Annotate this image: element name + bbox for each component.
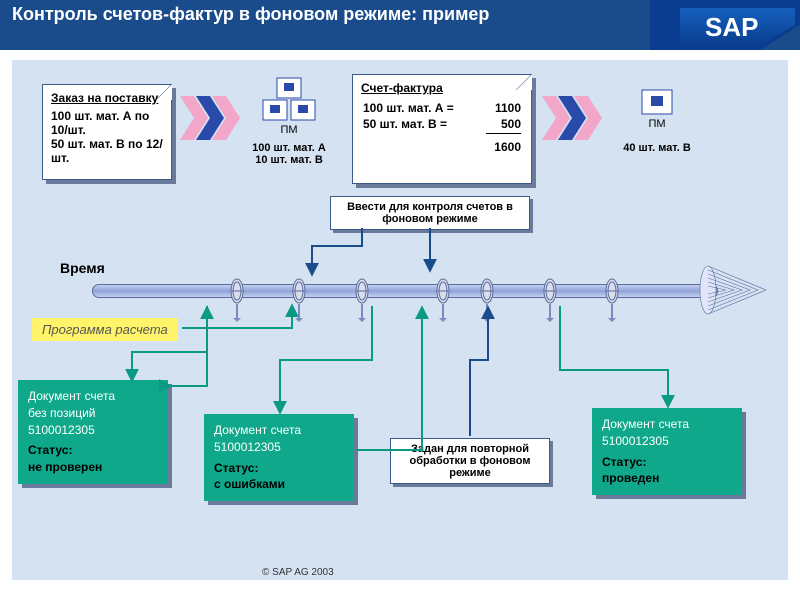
chevron-arrows-icon bbox=[180, 96, 240, 140]
status-line: Документ счета bbox=[28, 388, 158, 405]
timeline-tick-icon bbox=[236, 304, 238, 320]
inv-total: 1600 bbox=[486, 133, 521, 154]
timeline-marker-icon bbox=[355, 278, 369, 304]
status-box-posted: Документ счета 5100012305 Статус:проведе… bbox=[592, 408, 742, 495]
invoice-title: Счет-фактура bbox=[361, 81, 523, 95]
status-line: Документ счета bbox=[214, 422, 344, 439]
goods-receipt-2: ПМ 40 шт. мат. B bbox=[612, 88, 702, 154]
slide-title: Контроль счетов-фактур в фоновом режиме:… bbox=[12, 4, 489, 24]
goods-receipt-1: ПМ 100 шт. мат. А 10 шт. мат. B bbox=[244, 76, 334, 166]
pm-line: 100 шт. мат. А bbox=[244, 142, 334, 154]
status-box-unverified: Документ счета без позиций 5100012305 Ст… bbox=[18, 380, 168, 484]
pm-label: ПМ bbox=[612, 118, 702, 130]
timeline-axis bbox=[92, 284, 718, 298]
timeline-marker-icon bbox=[292, 278, 306, 304]
inv-row-text: 100 шт. мат. А = bbox=[363, 101, 484, 115]
timeline-cone-icon bbox=[698, 264, 768, 316]
status-box-errors: Документ счета 5100012305 Статус:с ошибк… bbox=[204, 414, 354, 501]
status-line: без позиций bbox=[28, 405, 158, 422]
timeline-tick-icon bbox=[549, 304, 551, 320]
timeline-marker-icon bbox=[543, 278, 557, 304]
invoice-card: Счет-фактура 100 шт. мат. А =1100 50 шт.… bbox=[352, 74, 532, 184]
inv-row-val: 1100 bbox=[486, 101, 521, 115]
timeline-marker-icon bbox=[605, 278, 619, 304]
po-line: 50 шт. мат. B по 12/шт. bbox=[51, 137, 163, 165]
timeline-marker-icon bbox=[480, 278, 494, 304]
po-line: 100 шт. мат. А по 10/шт. bbox=[51, 109, 163, 137]
inv-row-val: 500 bbox=[486, 117, 521, 131]
slide-header: Контроль счетов-фактур в фоновом режиме:… bbox=[0, 0, 800, 50]
box-icon bbox=[640, 88, 674, 116]
status-line: 5100012305 bbox=[28, 422, 158, 439]
program-label: Программа расчета bbox=[32, 318, 178, 341]
note-reprocess: Задан для повторной обработки в фоновом … bbox=[390, 438, 550, 484]
timeline-tick-icon bbox=[361, 304, 363, 320]
timeline-tick-icon bbox=[611, 304, 613, 320]
status-line: Документ счета bbox=[602, 416, 732, 433]
page-fold-icon bbox=[516, 74, 532, 90]
timeline bbox=[52, 270, 768, 310]
pm-label: ПМ bbox=[244, 124, 334, 136]
chevron-arrows-icon bbox=[542, 96, 602, 140]
copyright: © SAP AG 2003 bbox=[262, 567, 334, 578]
po-card: Заказ на поставку 100 шт. мат. А по 10/ш… bbox=[42, 84, 172, 180]
timeline-tick-icon bbox=[442, 304, 444, 320]
svg-text:SAP: SAP bbox=[705, 12, 758, 42]
boxes-icon bbox=[261, 76, 317, 122]
status-line: 5100012305 bbox=[214, 439, 344, 456]
pm-line: 10 шт. мат. B bbox=[244, 154, 334, 166]
status-line: 5100012305 bbox=[602, 433, 732, 450]
timeline-marker-icon bbox=[230, 278, 244, 304]
main-canvas: Заказ на поставку 100 шт. мат. А по 10/ш… bbox=[12, 60, 788, 580]
page-fold-icon bbox=[156, 84, 172, 100]
timeline-tick-icon bbox=[298, 304, 300, 320]
timeline-marker-icon bbox=[436, 278, 450, 304]
pm-line: 40 шт. мат. B bbox=[612, 142, 702, 154]
sap-logo: SAP bbox=[650, 0, 800, 50]
inv-row-text: 50 шт. мат. B = bbox=[363, 117, 484, 131]
po-title: Заказ на поставку bbox=[51, 91, 163, 105]
timeline-tick-icon bbox=[486, 304, 488, 320]
note-enter-background: Ввести для контроля счетов в фоновом реж… bbox=[330, 196, 530, 230]
